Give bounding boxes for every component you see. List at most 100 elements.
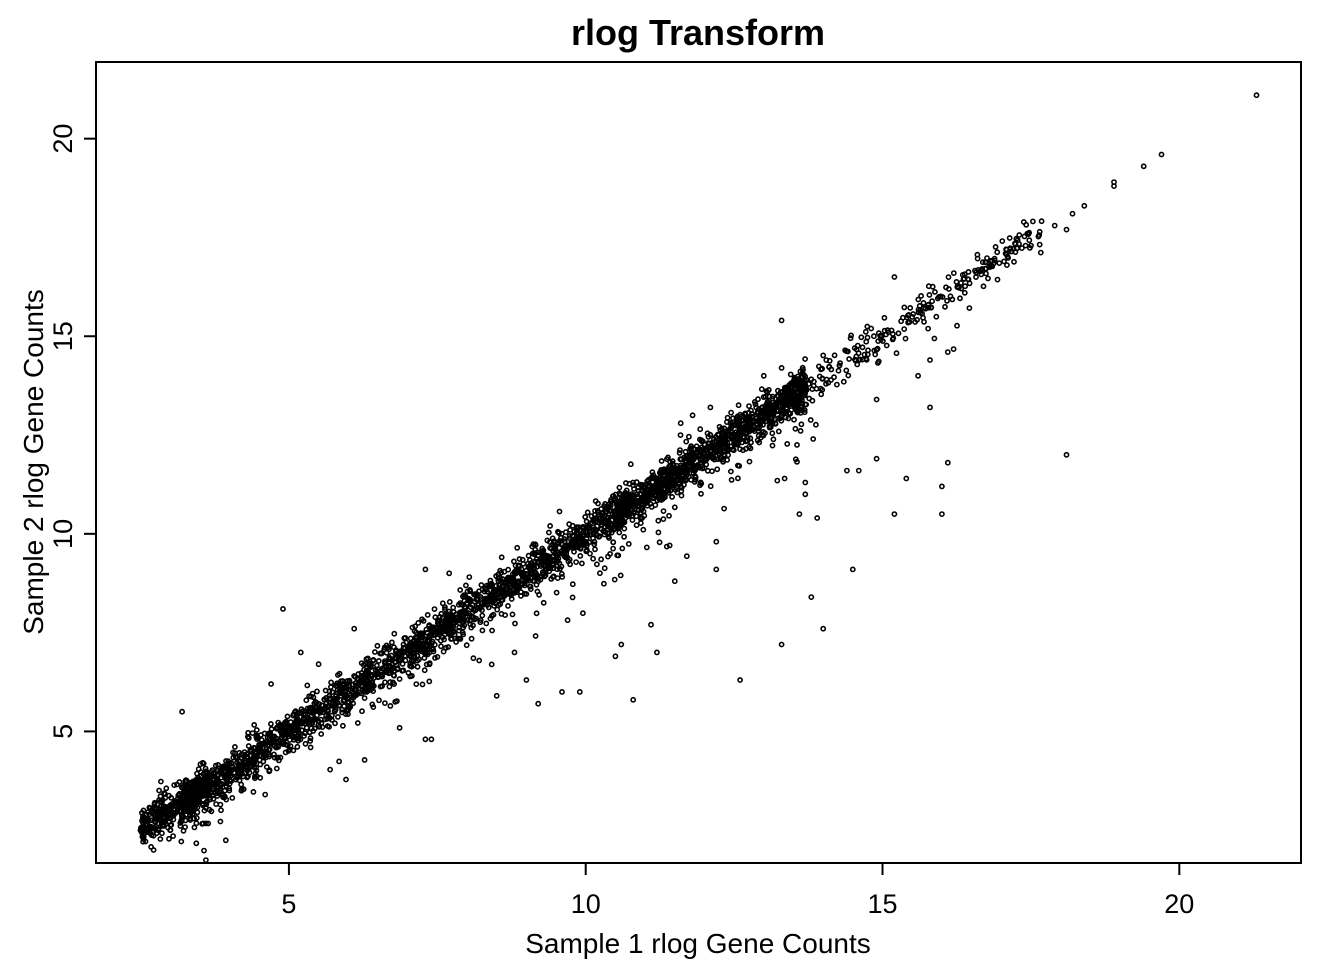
y-axis-label: Sample 2 rlog Gene Counts	[18, 289, 49, 635]
data-point	[324, 723, 331, 729]
data-point	[711, 456, 718, 463]
data-point	[158, 830, 165, 837]
data-point	[448, 636, 454, 642]
data-point	[871, 333, 877, 340]
data-point	[525, 564, 532, 571]
data-point	[942, 303, 948, 310]
data-point	[664, 456, 670, 462]
data-point	[637, 510, 644, 517]
data-point	[847, 335, 854, 342]
data-point	[464, 617, 471, 623]
data-point	[600, 519, 607, 525]
data-point	[488, 581, 495, 588]
data-point	[826, 357, 833, 364]
data-point	[631, 486, 637, 492]
data-point	[837, 360, 843, 366]
data-point	[201, 807, 208, 814]
data-point	[820, 625, 827, 632]
data-point	[889, 336, 896, 343]
data-point	[684, 472, 690, 478]
data-point	[719, 434, 726, 441]
data-point	[910, 311, 917, 317]
data-point	[835, 367, 842, 374]
data-point	[728, 476, 735, 483]
data-point	[946, 286, 952, 292]
data-point	[252, 757, 259, 764]
data-point	[245, 735, 252, 741]
data-point	[1035, 233, 1042, 240]
data-point	[991, 257, 998, 264]
data-point	[584, 509, 591, 516]
data-point	[831, 352, 838, 359]
data-point	[497, 585, 503, 591]
data-point	[329, 689, 336, 695]
data-point	[650, 495, 657, 502]
data-point	[488, 661, 495, 668]
data-point	[996, 260, 1003, 266]
data-point	[591, 511, 598, 518]
data-point	[796, 384, 802, 391]
data-point	[532, 633, 539, 639]
data-point	[441, 631, 448, 638]
data-point	[282, 749, 289, 756]
data-point	[925, 325, 931, 332]
data-point	[881, 327, 888, 334]
data-point	[734, 441, 741, 448]
data-point	[598, 556, 604, 563]
data-point	[378, 650, 385, 657]
data-point	[358, 679, 365, 686]
data-point	[920, 314, 926, 321]
data-point	[489, 627, 495, 634]
data-point	[628, 507, 635, 514]
data-point	[332, 720, 338, 727]
data-point	[164, 815, 171, 821]
data-point	[749, 414, 755, 420]
data-point	[518, 589, 524, 595]
data-point	[582, 514, 589, 520]
data-point	[974, 255, 981, 262]
data-point	[848, 332, 854, 339]
data-point	[994, 249, 1001, 256]
data-point	[610, 539, 617, 546]
data-point	[965, 276, 971, 282]
data-point	[144, 817, 151, 824]
data-point	[233, 754, 240, 761]
data-point	[730, 415, 736, 422]
data-point	[717, 438, 723, 445]
data-point	[616, 484, 623, 491]
data-point	[457, 587, 464, 593]
data-point	[370, 657, 377, 663]
data-point	[915, 372, 921, 379]
data-point	[795, 394, 801, 401]
data-point	[156, 787, 162, 794]
data-point	[415, 620, 422, 626]
data-point	[179, 708, 185, 715]
data-point	[146, 827, 153, 834]
data-point	[155, 827, 162, 834]
data-point	[140, 830, 146, 837]
y-tick-label: 10	[48, 519, 78, 549]
data-point	[612, 653, 619, 660]
data-point	[511, 558, 517, 565]
data-point	[392, 659, 399, 665]
data-point	[148, 832, 155, 838]
data-point	[266, 767, 273, 774]
data-point	[629, 517, 636, 523]
data-point	[599, 512, 605, 519]
data-point	[467, 621, 474, 627]
data-point	[421, 655, 428, 661]
data-point	[546, 568, 553, 575]
data-point	[768, 414, 774, 421]
data-point	[275, 743, 282, 750]
data-point	[820, 352, 827, 359]
y-tick-label: 15	[48, 321, 78, 351]
data-point	[152, 826, 159, 833]
data-point	[192, 785, 199, 792]
data-point	[483, 620, 490, 627]
data-point	[633, 522, 640, 529]
data-point	[244, 751, 250, 758]
data-point	[592, 546, 598, 553]
data-point	[611, 495, 617, 502]
data-point	[508, 596, 515, 602]
data-point	[477, 594, 484, 600]
